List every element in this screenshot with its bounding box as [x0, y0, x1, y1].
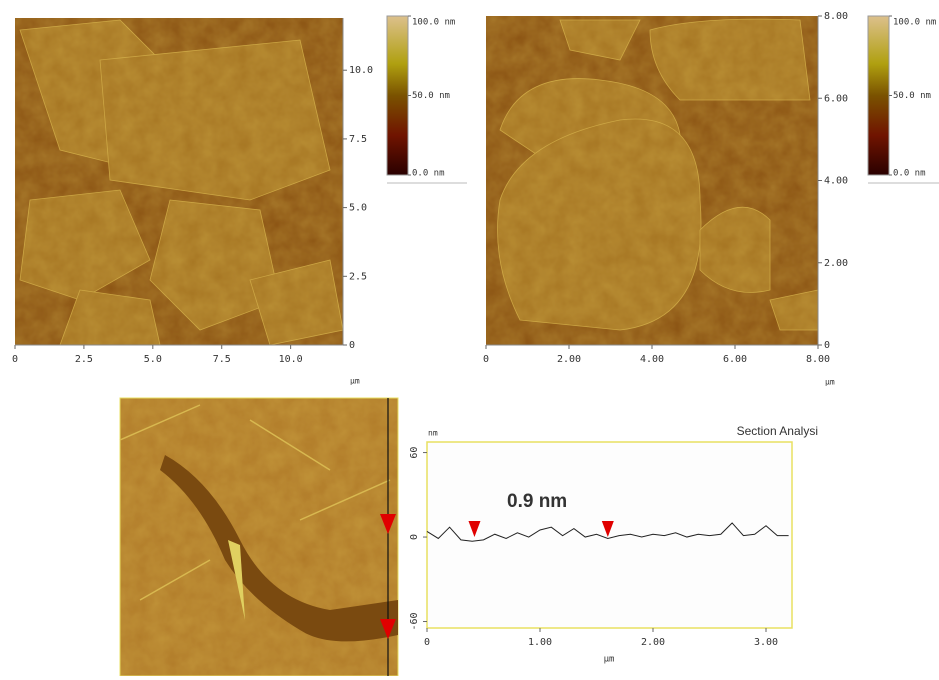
- y-tick-label: 2.5: [349, 271, 367, 282]
- chart-title: Section Analysi: [737, 424, 818, 438]
- x-tick-label: 0: [424, 637, 430, 648]
- colorbar-label: 100.0 nm: [893, 18, 936, 28]
- x-tick-label: 8.00: [806, 354, 830, 365]
- colorbar-label: 50.0 nm: [412, 91, 450, 101]
- y-tick-label: 0: [409, 534, 420, 540]
- x-tick-label: 2.00: [641, 637, 665, 648]
- image-texture: [15, 18, 343, 345]
- x-tick-label: 5.0: [144, 354, 162, 365]
- y-tick-label: 60: [409, 447, 420, 459]
- y-tick-label: 8.00: [824, 11, 848, 22]
- y-tick-label: 2.00: [824, 258, 848, 269]
- colorbar: [387, 16, 408, 175]
- x-tick-label: 2.00: [557, 354, 581, 365]
- x-tick-label: 0: [483, 354, 489, 365]
- plot-area: [427, 442, 792, 628]
- y-axis-unit: nm: [428, 429, 438, 438]
- x-tick-label: 4.00: [640, 354, 664, 365]
- y-tick-label: 4.00: [824, 176, 848, 187]
- colorbar-label: 100.0 nm: [412, 18, 455, 28]
- x-axis-unit: µm: [825, 378, 835, 387]
- x-tick-label: 6.00: [723, 354, 747, 365]
- x-tick-label: 10.0: [279, 354, 303, 365]
- x-axis-unit: µm: [604, 655, 615, 665]
- afm-image-zoom: [120, 398, 398, 676]
- y-tick-label: 0: [349, 340, 355, 351]
- x-tick-label: 0: [12, 354, 18, 365]
- y-tick-label: 5.0: [349, 203, 367, 214]
- y-tick-label: 7.5: [349, 134, 367, 145]
- x-tick-label: 1.00: [528, 637, 552, 648]
- colorbar-label: 0.0 nm: [412, 169, 445, 179]
- y-tick-label: -60: [409, 612, 420, 630]
- x-tick-label: 3.00: [754, 637, 778, 648]
- colorbar-label: 0.0 nm: [893, 169, 926, 179]
- x-tick-label: 7.5: [213, 354, 231, 365]
- x-axis-unit: µm: [350, 377, 360, 386]
- figure: 0 2.5 5.0 7.5 10.0 0 2.5 5.0 7.5 10.0 µm 100.0 nm 50…: [0, 0, 939, 676]
- annotation: 0.9 nm: [507, 491, 567, 512]
- colorbar-label: 50.0 nm: [893, 91, 931, 101]
- y-tick-label: 6.00: [824, 93, 848, 104]
- x-tick-label: 2.5: [75, 354, 93, 365]
- y-tick-label: 0: [824, 340, 830, 351]
- colorbar: [868, 16, 889, 175]
- image-texture: [486, 16, 818, 345]
- y-tick-label: 10.0: [349, 65, 373, 76]
